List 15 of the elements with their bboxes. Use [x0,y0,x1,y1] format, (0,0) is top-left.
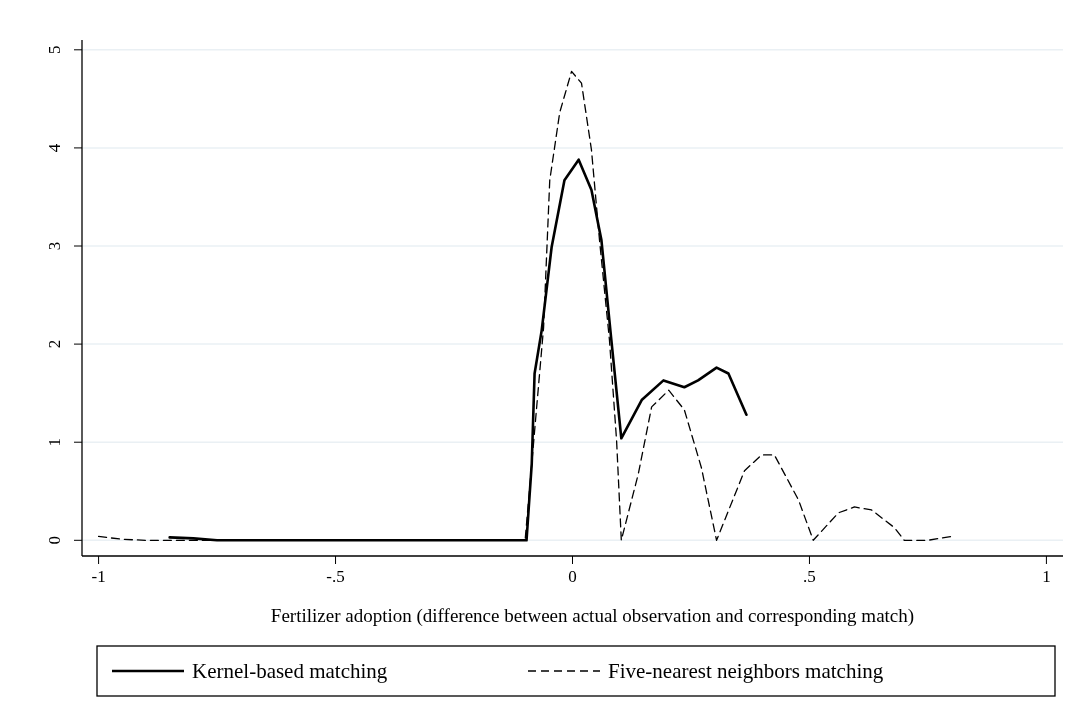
y-tick-label: 1 [44,437,64,447]
y-tick-label: 5 [44,45,64,55]
legend-label: Five-nearest neighbors matching [608,659,884,683]
x-tick-label: 0 [568,567,577,586]
x-tick-label: -.5 [326,567,345,586]
x-tick-label: -1 [91,567,106,586]
y-tick-label: 3 [44,241,64,251]
y-tick-label: 0 [44,536,64,545]
x-tick-label: .5 [803,567,816,586]
legend-label: Kernel-based matching [192,659,388,683]
line-series [97,70,953,541]
x-tick-label: 1 [1042,567,1051,586]
y-tick-label: 4 [44,143,64,153]
y-tick-label: 2 [44,339,64,349]
x-axis-title: Fertilizer adoption (difference between actual observation and corresponding match) [270,605,915,627]
